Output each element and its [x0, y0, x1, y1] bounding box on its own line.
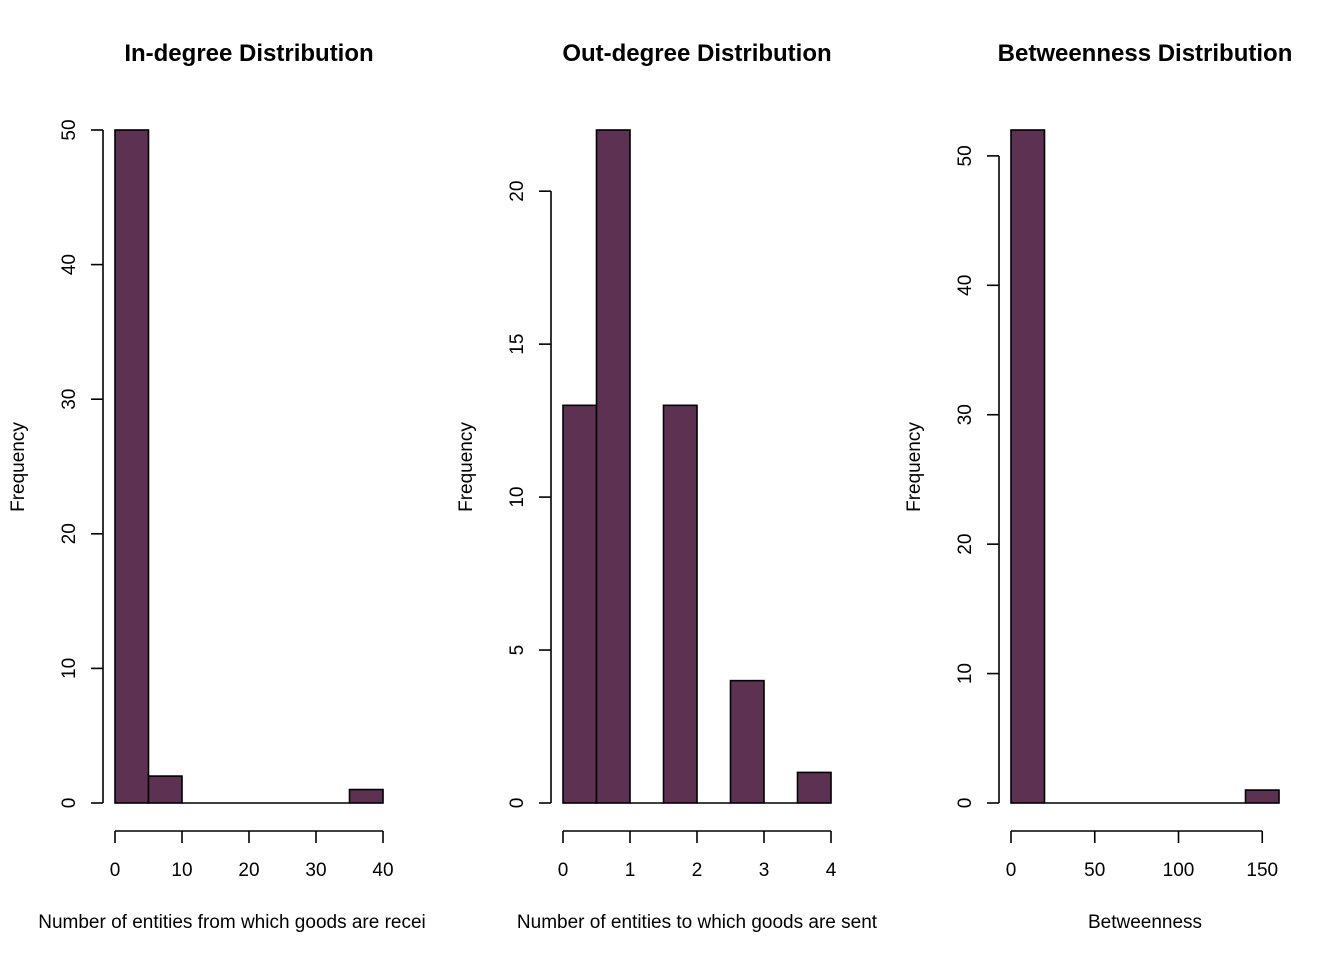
x-tick-label: 40 [372, 860, 393, 881]
x-tick-label: 10 [171, 860, 192, 881]
histogram-bar [1010, 129, 1046, 804]
chart-title: Out-degree Distribution [562, 40, 831, 67]
x-tick-label: 1 [625, 860, 636, 881]
histogram-bar [796, 771, 832, 804]
histogram-bar [147, 775, 183, 804]
y-tick-label: 50 [955, 145, 976, 166]
in-degree-panel: In-degree Distribution Frequency Number … [8, 40, 426, 933]
y-tick-label: 10 [507, 487, 528, 508]
y-tick-label: 30 [59, 389, 80, 410]
y-axis-label: Frequency [904, 422, 925, 512]
y-tick-label: 0 [507, 798, 528, 809]
chart-title: Betweenness Distribution [998, 40, 1293, 67]
histogram-bar [114, 129, 150, 804]
y-axis-label: Frequency [456, 422, 477, 512]
x-tick-label: 0 [1006, 860, 1017, 881]
x-axis-label: Number of entities to which goods are se… [517, 912, 878, 933]
x-tick-label: 0 [558, 860, 569, 881]
y-tick-label: 20 [955, 534, 976, 555]
x-tick-label: 150 [1246, 860, 1278, 881]
x-tick-label: 100 [1163, 860, 1195, 881]
y-tick-label: 10 [59, 658, 80, 679]
y-tick-label: 20 [507, 181, 528, 202]
y-tick-label: 30 [955, 404, 976, 425]
x-tick-label: 30 [305, 860, 326, 881]
y-tick-label: 5 [507, 645, 528, 656]
x-tick-label: 50 [1084, 860, 1105, 881]
y-tick-label: 0 [59, 798, 80, 809]
y-tick-label: 50 [59, 119, 80, 140]
histogram-bar [595, 129, 631, 804]
x-tick-label: 3 [759, 860, 770, 881]
histogram-bar [662, 404, 698, 804]
histogram-bar [1244, 789, 1280, 804]
x-tick-label: 0 [110, 860, 121, 881]
y-tick-label: 10 [955, 663, 976, 684]
y-tick-label: 40 [59, 254, 80, 275]
histogram-bar [562, 404, 598, 804]
out-degree-panel: Out-degree Distribution Frequency Number… [456, 40, 878, 933]
betweenness-panel: Betweenness Distribution Frequency Betwe… [904, 40, 1292, 933]
y-tick-label: 20 [59, 523, 80, 544]
x-axis-label: Number of entities from which goods are … [38, 912, 426, 933]
y-tick-label: 0 [955, 798, 976, 809]
histogram-bar [729, 679, 765, 804]
histogram-bar [348, 788, 384, 804]
chart-title: In-degree Distribution [124, 40, 373, 67]
y-axis-label: Frequency [8, 422, 29, 512]
y-tick-label: 15 [507, 334, 528, 355]
x-tick-label: 20 [238, 860, 259, 881]
x-axis-label: Betweenness [1088, 912, 1202, 933]
x-tick-label: 2 [692, 860, 703, 881]
x-tick-label: 4 [826, 860, 837, 881]
y-tick-label: 40 [955, 275, 976, 296]
